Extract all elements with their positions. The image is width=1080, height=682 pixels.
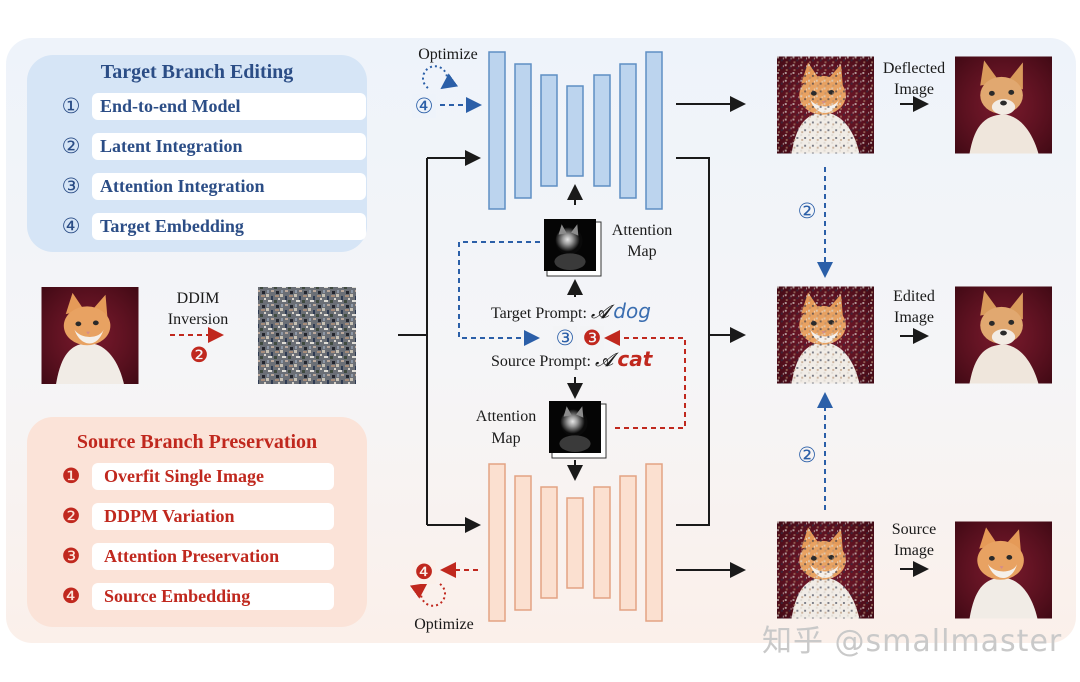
- marker-attention-integration: ③: [553, 326, 577, 350]
- source-item-label: DDPM Variation: [92, 503, 334, 530]
- target-item-label: Target Embedding: [92, 213, 366, 240]
- source-label-line1: Source: [891, 521, 937, 538]
- attention-integration-path: [458, 241, 540, 346]
- target-prompt-word: dog: [613, 299, 651, 323]
- edited-noisy-image: [777, 287, 874, 384]
- merge-bracket: [676, 157, 710, 526]
- target-branch-title: Target Branch Editing: [100, 61, 294, 83]
- source-unet: [488, 463, 663, 622]
- optimize-bottom-label: Optimize: [414, 616, 474, 633]
- source-noisy-image: [777, 522, 874, 619]
- edited-label-line2: Image: [894, 309, 934, 326]
- target-item-number: ①: [61, 94, 81, 118]
- marker-latent-integration-top: ②: [797, 199, 817, 223]
- optimize-top-label: Optimize: [418, 46, 478, 63]
- marker-target-embedding: ④: [412, 94, 436, 118]
- source-prompt: Source Prompt: 𝓐 cat: [491, 347, 652, 372]
- target-item-label: End-to-end Model: [92, 93, 366, 120]
- source-branch-title: Source Branch Preservation: [76, 431, 318, 453]
- deflected-noisy-image: [777, 57, 874, 154]
- input-cat-image: [41, 287, 139, 384]
- target-branch-panel: Target Branch Editing ① End-to-end Model…: [27, 55, 367, 252]
- inverted-noise-image: [258, 287, 356, 384]
- source-item-number: ❸: [61, 544, 81, 568]
- source-item-number: ❹: [61, 584, 81, 608]
- target-item-number: ③: [61, 174, 81, 198]
- optimize-loop-top: [422, 65, 459, 90]
- ddim-label-line2: Inversion: [167, 311, 229, 328]
- deflected-output-image: [955, 56, 1052, 154]
- ddim-label-line1: DDIM: [176, 290, 220, 307]
- marker-ddpm-variation: ❷: [189, 343, 209, 367]
- source-item-number: ❷: [61, 504, 81, 528]
- target-unet: [488, 51, 663, 210]
- source-branch-panel: Source Branch Preservation ❶ Overfit Sin…: [27, 417, 367, 627]
- edited-label-line1: Edited: [893, 288, 935, 305]
- source-prompt-article: 𝓐: [595, 350, 614, 371]
- marker-source-embedding: ❹: [412, 560, 436, 584]
- source-prompt-label: Source Prompt:: [491, 353, 591, 370]
- target-item-number: ④: [61, 214, 81, 238]
- source-prompt-word: cat: [617, 347, 653, 371]
- attention-map-bottom-label-2: Map: [491, 430, 521, 447]
- source-item-label: Source Embedding: [92, 583, 334, 610]
- edited-output-image: [955, 286, 1052, 384]
- source-item-label: Attention Preservation: [92, 543, 334, 570]
- marker-latent-integration-bottom: ②: [797, 443, 817, 467]
- attention-map-bottom-label-1: Attention: [475, 408, 537, 425]
- attention-preservation-path: [604, 330, 686, 429]
- source-item-number: ❶: [61, 464, 81, 488]
- attention-map-top-label-2: Map: [627, 243, 657, 260]
- source-label-line2: Image: [894, 542, 934, 559]
- attention-map-bottom: [549, 401, 601, 453]
- marker-attention-preservation: ❸: [580, 326, 604, 350]
- deflected-label-line1: Deflected: [882, 60, 946, 77]
- attention-map-top: [544, 219, 596, 271]
- target-item-number: ②: [61, 134, 81, 158]
- target-item-label: Latent Integration: [92, 133, 366, 160]
- source-output-image: [955, 521, 1052, 619]
- source-item-label: Overfit Single Image: [92, 463, 334, 490]
- target-prompt: Target Prompt: 𝓐 dog: [491, 299, 651, 324]
- target-item-label: Attention Integration: [92, 173, 366, 200]
- target-prompt-article: 𝓐: [590, 302, 610, 323]
- optimize-loop-bottom: [409, 582, 446, 607]
- watermark: 知乎 @smallmaster: [762, 624, 1063, 659]
- target-prompt-label: Target Prompt:: [491, 305, 587, 322]
- attention-map-top-label-1: Attention: [611, 222, 673, 239]
- deflected-label-line2: Image: [894, 81, 934, 98]
